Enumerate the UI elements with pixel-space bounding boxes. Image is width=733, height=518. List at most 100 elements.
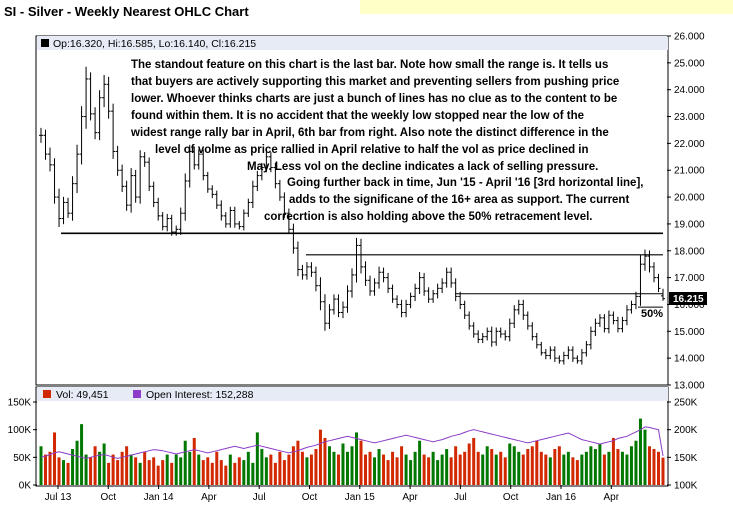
price-y-tick-label: 17.000 [674, 273, 705, 284]
volume-bar [400, 446, 404, 485]
volume-bar [544, 454, 548, 485]
annotation-line: Going further back in time, Jun '15 - Ap… [287, 177, 643, 189]
volume-bar [287, 454, 291, 485]
x-tick-label: Oct [503, 492, 519, 503]
volume-y-tick-label: 0K [19, 481, 32, 492]
volume-bar [210, 462, 214, 485]
annotation-line: that buyers are actively supporting this… [131, 76, 619, 88]
volume-bar [368, 451, 372, 485]
annotation-line: correcrtion is also holding above the 50… [264, 211, 593, 223]
x-tick-label: Jan 14 [144, 492, 174, 503]
chart-title: SI - Silver - Weekly Nearest OHLC Chart [4, 4, 249, 19]
price-y-tick-label: 14.000 [674, 354, 705, 365]
volume-y-tick-label: 150K [8, 398, 32, 409]
volume-bar [138, 462, 142, 485]
annotation-line: May. Less vol on the decline indicates a… [247, 161, 598, 173]
annotation-line: found within them. It is no accident tha… [131, 110, 584, 122]
annotation-line: adds to the significane of the 16+ area … [289, 194, 629, 206]
volume-bar [449, 457, 453, 485]
price-series-marker-icon [41, 39, 49, 47]
price-y-tick-label: 15.000 [674, 327, 705, 338]
oi-y-tick-label: 100K [674, 481, 698, 492]
annotation-line: widest range rally bar in April, 6th bar… [130, 127, 609, 139]
x-axis: Jul 13 Oct Jan 14 Apr Jul Oct Jan 15 Apr Jul Oct J… [45, 485, 620, 503]
x-tick-label: Jan 16 [546, 492, 576, 503]
volume-bar [98, 451, 102, 485]
annotation-line: level of volme as price rallied in April… [155, 144, 589, 156]
volume-bar [314, 449, 318, 485]
volume-legend-marker-icon [43, 390, 51, 398]
volume-bar [345, 451, 349, 485]
volume-bar [201, 460, 205, 485]
volume-bar [260, 449, 264, 485]
volume-bar [129, 454, 133, 485]
x-tick-label: Apr [402, 492, 418, 503]
volume-bar [503, 457, 507, 485]
x-tick-label: Jul 13 [45, 492, 72, 503]
volume-bar [512, 446, 516, 485]
annotation-line: lower. Whoever thinks charts are just a … [131, 93, 617, 105]
volume-bar [431, 451, 435, 485]
volume-bar [535, 440, 539, 485]
x-tick-label: Jan 15 [345, 492, 375, 503]
volume-bar [111, 454, 115, 485]
volume-bar [445, 449, 449, 485]
oi-y-tick-label: 150K [674, 453, 698, 464]
volume-bar [296, 440, 300, 485]
volume-bar [134, 457, 138, 485]
volume-bar [174, 454, 178, 485]
top-banner [360, 0, 733, 14]
oi-legend-text: Open Interest: 152,288 [146, 389, 254, 401]
volume-bar [355, 432, 359, 485]
volume-bar [161, 460, 165, 485]
price-y-tick-label: 22.000 [674, 139, 705, 150]
volume-bar [197, 454, 201, 485]
price-y-tick-label: 19.000 [674, 219, 705, 230]
price-y-tick-label: 13.000 [674, 381, 705, 392]
volume-bar [580, 454, 584, 485]
price-y-tick-label: 18.000 [674, 246, 705, 257]
volume-bar [264, 457, 268, 485]
volume-bar [107, 462, 111, 485]
volume-legend-text: Vol: 49,451 [56, 389, 109, 401]
x-tick-label: Oct [302, 492, 318, 503]
volume-bar [530, 446, 534, 485]
volume-bar [278, 451, 282, 485]
volume-bar [350, 446, 354, 485]
volume-bar [39, 446, 43, 485]
volume-bar [143, 451, 147, 485]
volume-bar [323, 437, 327, 485]
volume-bar [71, 449, 75, 485]
last-price-tag [669, 292, 707, 305]
volume-bar [273, 462, 277, 485]
volume-bar [156, 465, 160, 485]
volume-y-tick-label: 100K [8, 425, 32, 436]
volume-bar [607, 451, 611, 485]
volume-bar [364, 454, 368, 485]
volume-bar [215, 451, 219, 485]
last-price-tag-text: 16.215 [673, 294, 704, 305]
volume-bar [165, 454, 169, 485]
volume-bar [75, 440, 79, 485]
volume-bar [53, 432, 57, 485]
volume-bar [571, 457, 575, 485]
volume-bar [481, 454, 485, 485]
volume-bar [228, 454, 232, 485]
x-tick-label: Jul [253, 492, 266, 503]
volume-bar [382, 454, 386, 485]
volume-bar [377, 449, 381, 485]
volume-bar [80, 424, 84, 485]
price-y-tick-label: 24.000 [674, 85, 705, 96]
volume-bar [454, 446, 458, 485]
oi-y-axis: 250K 200K 150K 100K [667, 398, 698, 492]
volume-y-axis: 150K 100K 50K 0K [8, 398, 37, 492]
volume-bar [373, 457, 377, 485]
volume-bar [494, 454, 498, 485]
volume-bar [463, 451, 467, 485]
volume-bar [508, 443, 512, 485]
x-tick-label: Apr [604, 492, 620, 503]
volume-info-bar [37, 387, 668, 401]
volume-bar [418, 440, 422, 485]
volume-bar [521, 454, 525, 485]
